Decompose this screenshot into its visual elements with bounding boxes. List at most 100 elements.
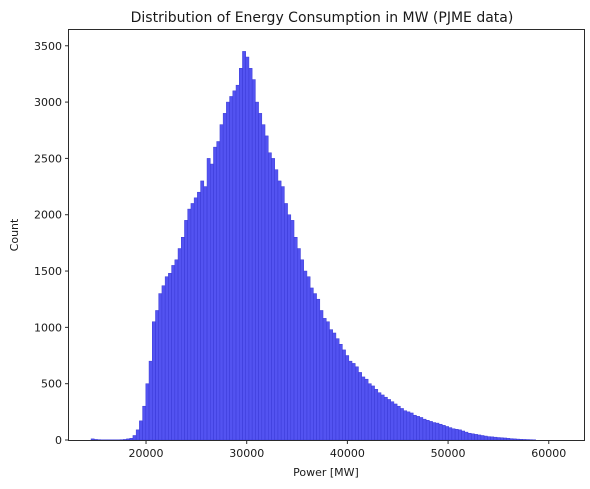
histogram-bar <box>284 203 288 441</box>
histogram-bar <box>355 366 359 441</box>
histogram-bar <box>338 344 343 441</box>
histogram-bar <box>90 438 95 441</box>
histogram-bar <box>364 378 369 441</box>
histogram-bar <box>490 436 495 441</box>
histogram-bar <box>361 376 366 441</box>
histogram-bar <box>522 439 527 441</box>
histogram-bar <box>422 418 427 441</box>
y-tick-label: 2000 <box>34 209 62 222</box>
histogram-bar <box>229 96 234 441</box>
histogram-bar <box>461 430 466 441</box>
histogram-bar <box>400 408 404 441</box>
histogram-bar <box>251 79 256 441</box>
histogram-bar <box>487 436 491 441</box>
histogram-bar <box>451 428 456 441</box>
histogram-bar <box>454 429 459 441</box>
histogram-bar <box>232 90 237 441</box>
histogram-bar <box>383 396 388 441</box>
histogram-bar <box>345 355 350 441</box>
histogram-bar <box>135 429 140 441</box>
histogram-bar <box>222 113 227 441</box>
histogram-bar <box>297 248 301 441</box>
histogram-bar <box>332 332 337 441</box>
histogram-bar <box>126 438 130 441</box>
histogram-bar <box>371 385 375 441</box>
histogram-bar <box>235 84 240 441</box>
histogram-bar <box>329 329 333 441</box>
histogram-bar <box>425 420 430 441</box>
histogram-bar <box>309 287 314 441</box>
histogram-bar <box>274 169 279 441</box>
histogram-bar <box>200 180 205 441</box>
histogram-bar <box>193 197 198 441</box>
histogram-bar <box>306 276 311 441</box>
histogram-bar <box>377 392 382 441</box>
histogram-bar <box>409 412 414 441</box>
y-tick-label: 1500 <box>34 265 62 278</box>
histogram-bar <box>290 220 295 441</box>
histogram-bar <box>374 389 379 441</box>
histogram-bar <box>152 321 156 441</box>
histogram-bar <box>197 191 201 441</box>
histogram-bar <box>506 438 511 441</box>
histogram-bar <box>412 414 417 441</box>
histogram-bar <box>387 399 391 441</box>
histogram-bar <box>358 372 362 441</box>
histogram-bar <box>155 310 159 441</box>
y-axis-label: Count <box>8 218 21 251</box>
histogram-bar <box>248 68 253 441</box>
histogram-bar <box>184 220 188 441</box>
x-axis-label: Power [MW] <box>293 466 359 479</box>
x-axis-ticks: 20000 30000 40000 50000 60000 <box>129 440 566 460</box>
histogram-bar <box>441 425 446 441</box>
histogram-bar <box>258 113 263 441</box>
histogram-bar <box>287 214 292 441</box>
histogram-bar <box>174 259 179 441</box>
histogram-bar <box>322 318 327 441</box>
x-tick-label: 20000 <box>129 447 164 460</box>
histogram-bar <box>396 405 401 441</box>
histogram-bar <box>367 383 372 441</box>
histogram-bar <box>351 363 356 441</box>
histogram-bar <box>342 349 346 441</box>
histogram-bar <box>516 438 520 441</box>
histogram-bar <box>158 293 163 441</box>
histogram-bar <box>393 403 398 441</box>
chart-title: Distribution of Energy Consumption in MW… <box>131 10 514 26</box>
histogram-bar <box>503 437 507 441</box>
histogram-bar <box>203 186 208 441</box>
histogram-bar <box>142 405 147 441</box>
histogram-bar <box>464 431 469 441</box>
y-tick-label: 3500 <box>34 40 62 53</box>
histogram-bar <box>293 237 298 441</box>
histogram-bar <box>148 360 153 441</box>
histogram-bar <box>499 437 504 441</box>
histogram-bar <box>483 435 488 441</box>
x-tick-label: 30000 <box>229 447 264 460</box>
y-tick-label: 1000 <box>34 321 62 334</box>
histogram-bar <box>261 124 266 441</box>
histogram-bar <box>242 51 246 441</box>
histogram-bar <box>216 141 221 441</box>
x-tick-label: 60000 <box>531 447 566 460</box>
histogram-bar <box>496 437 501 441</box>
histogram-bar <box>187 208 192 441</box>
histogram-bar <box>438 423 443 441</box>
histogram-bar <box>210 163 214 441</box>
histogram-bar <box>467 432 472 441</box>
histogram-bar <box>94 439 98 441</box>
histogram-bar <box>271 158 275 441</box>
histogram-bar <box>123 439 127 441</box>
histogram-bar <box>145 383 150 441</box>
histogram-bar <box>206 158 211 441</box>
histogram-bar <box>458 429 462 441</box>
histogram-bar <box>470 433 475 441</box>
histogram-bar <box>419 417 424 441</box>
bars-group <box>90 51 536 441</box>
histogram-bar <box>129 438 134 441</box>
histogram-bar <box>512 438 517 441</box>
histogram-bar <box>477 434 482 441</box>
histogram-bar <box>190 203 195 441</box>
histogram-bar <box>177 248 182 441</box>
histogram-bar <box>348 360 353 441</box>
